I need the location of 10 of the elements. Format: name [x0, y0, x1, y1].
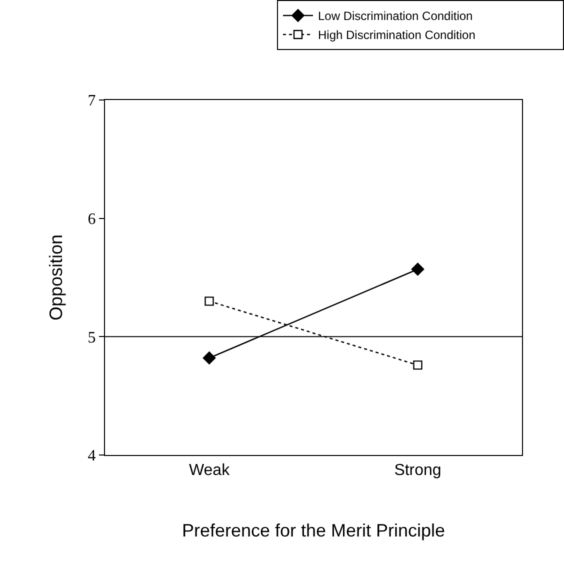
- x-axis-title: Preference for the Merit Principle: [182, 520, 446, 540]
- y-axis-title: Opposition: [46, 234, 66, 321]
- y-tick-label: 6: [88, 210, 96, 228]
- x-tick-label: Strong: [394, 462, 442, 480]
- y-tick-label: 4: [88, 448, 96, 465]
- y-tick-label: 7: [88, 92, 96, 110]
- y-tick-label: 5: [88, 329, 96, 346]
- legend-label: Low Discrimination Condition: [318, 9, 473, 24]
- legend-label: High Discrimination Condition: [318, 28, 476, 42]
- x-tick-label: Weak: [188, 462, 231, 480]
